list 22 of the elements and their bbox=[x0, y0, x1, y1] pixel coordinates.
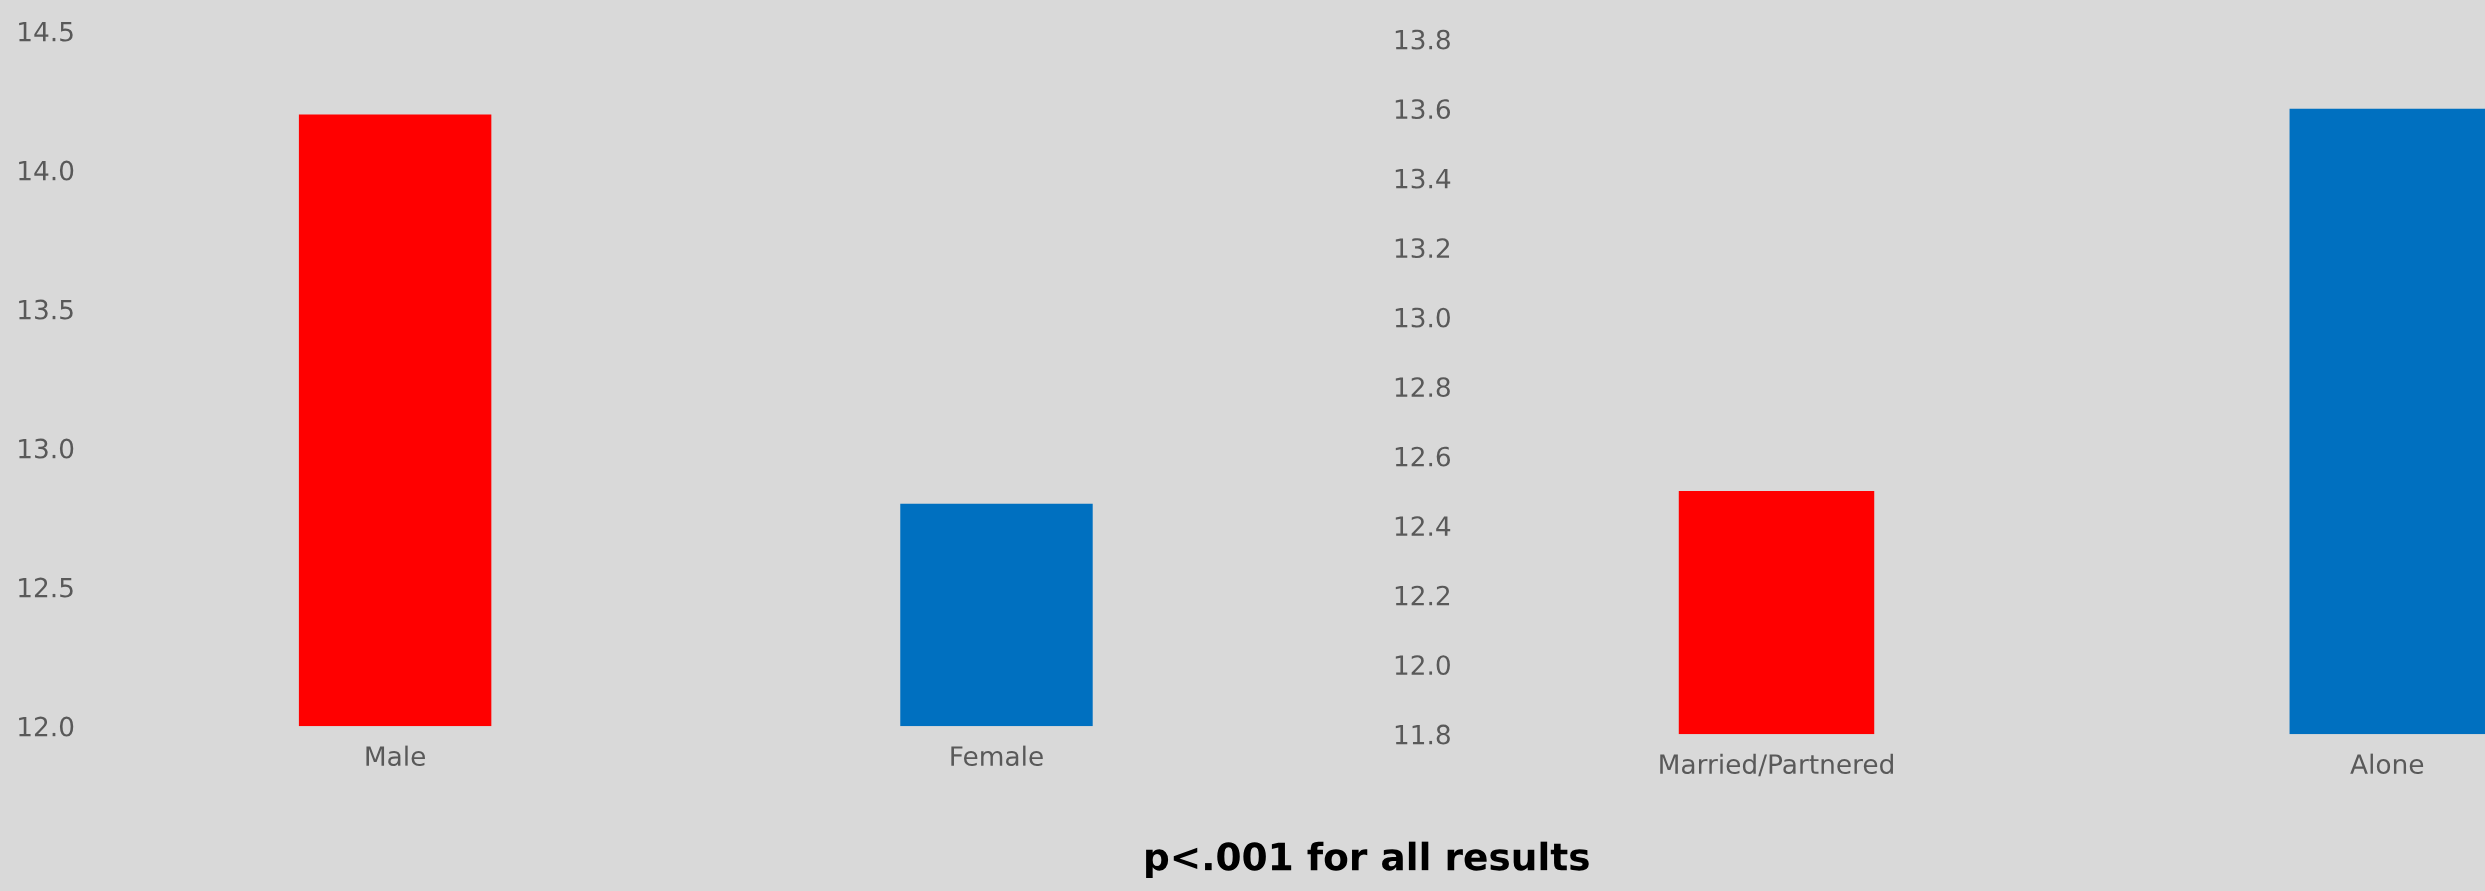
text: p<.001 for all results bbox=[1146, 841, 1589, 878]
y-tick-label: 14.5 bbox=[19, 21, 73, 42]
y-tick-label: 14.0 bbox=[19, 160, 74, 181]
y-tick-label: 12.0 bbox=[1395, 655, 1450, 676]
y-tick-label: 12.6 bbox=[1395, 446, 1451, 467]
y-tick-label: 13.2 bbox=[1395, 238, 1450, 259]
x-tick-label: Alone bbox=[2350, 753, 2424, 775]
y-tick-label: 13.8 bbox=[1395, 29, 1450, 50]
x-tick-label: Married/Partnered bbox=[1660, 753, 1893, 777]
y-tick-label: 11.8 bbox=[1395, 724, 1450, 745]
y-tick-label: 13.5 bbox=[19, 299, 73, 320]
y-tick-label: 12.4 bbox=[1395, 516, 1451, 536]
x-tick-label: Male bbox=[366, 745, 425, 767]
y-tick-label: 13.4 bbox=[1395, 168, 1451, 189]
y-tick-label: 12.5 bbox=[19, 577, 73, 598]
y-tick-label: 12.0 bbox=[19, 716, 74, 737]
x-tick-label: Female bbox=[951, 745, 1043, 767]
y-tick-label: 13.6 bbox=[1395, 99, 1451, 120]
y-tick-label: 12.8 bbox=[1395, 377, 1450, 398]
y-tick-label: 12.2 bbox=[1395, 585, 1450, 606]
y-tick-label: 13.0 bbox=[1395, 307, 1450, 328]
y-tick-label: 13.0 bbox=[19, 438, 74, 459]
